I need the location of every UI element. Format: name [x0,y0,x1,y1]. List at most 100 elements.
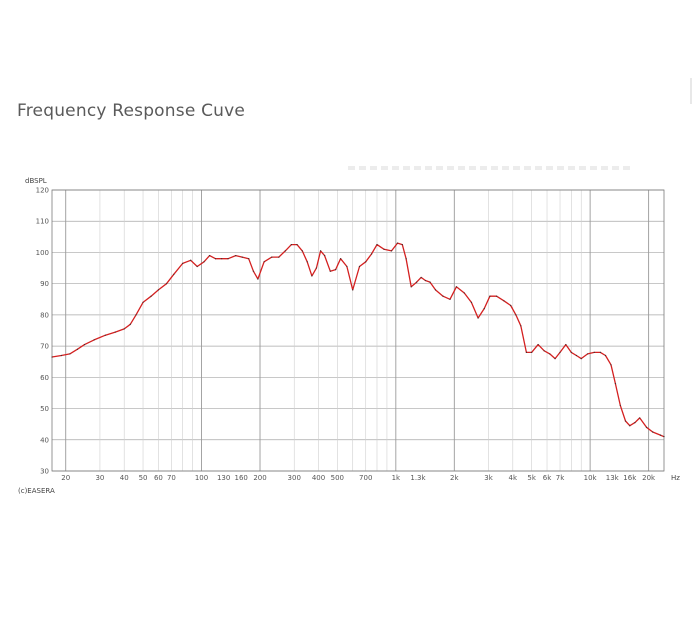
x-tick-label: 3k [484,474,493,482]
data-point [442,295,444,297]
x-tick-label: 4k [509,474,518,482]
data-point [575,354,578,357]
x-tick-label: 130 [217,474,230,482]
data-point [390,250,393,252]
data-point [489,295,491,297]
data-point [586,353,589,355]
data-point [190,259,192,261]
data-point [663,436,665,438]
data-point [537,343,539,346]
grid-layer [52,189,664,472]
data-point [93,339,95,341]
data-point [614,382,617,385]
x-tick-label: 70 [167,474,176,482]
data-point [290,244,292,246]
data-point [203,261,205,263]
data-point [311,275,313,277]
chart-heading: Frequency Response Cuve [17,101,246,121]
x-tick-label: 20k [642,474,656,482]
data-point [515,314,517,316]
data-point [629,425,631,427]
data-point [405,258,407,260]
data-point [196,265,198,268]
x-tick-label: 100 [195,474,208,482]
data-point [319,250,322,252]
data-point [470,301,473,303]
data-point [424,279,427,282]
data-point [434,289,437,291]
data-point [525,351,528,353]
data-point [182,262,184,264]
x-tick-label: 6k [543,474,552,482]
x-tick-label: 13k [606,474,620,482]
x-tick-label: 16k [623,474,637,482]
data-point [549,353,551,355]
data-point [639,417,641,419]
data-point [301,250,303,252]
data-point [278,256,280,258]
data-point [429,281,431,283]
y-tick-label: 40 [40,436,49,444]
data-point [531,351,533,353]
data-point [401,244,403,246]
data-point [477,317,479,319]
data-point [129,323,131,325]
x-tick-label: 300 [288,474,301,482]
data-point [503,300,505,302]
faint-header-text [348,166,633,170]
x-tick-label: 700 [359,474,372,482]
data-point [329,270,331,272]
data-point [365,261,367,263]
data-point [565,343,567,346]
x-tick-label: 200 [253,474,266,482]
x-tick-label: 1.3k [410,474,426,482]
data-point [580,358,582,360]
data-point [510,304,512,307]
x-tick-label: 10k [584,474,598,482]
x-tick-label: 20 [61,474,70,482]
data-point [150,295,152,297]
x-tick-label: 160 [234,474,247,482]
data-point [142,301,144,303]
data-point [83,343,86,346]
x-axis-unit-label: Hz [671,474,680,482]
y-tick-label: 90 [40,280,49,288]
data-point [370,253,373,255]
data-point [599,351,602,353]
y-tick-label: 110 [36,218,49,226]
data-point [554,358,556,360]
data-point [383,248,385,250]
x-tick-label: 1k [392,474,401,482]
data-point [315,267,317,269]
data-point [252,270,255,272]
data-point [495,295,498,297]
data-point [449,298,451,300]
data-point [619,404,621,407]
data-point [346,265,348,268]
data-point [227,258,229,260]
y-tick-label: 100 [36,249,49,257]
data-point [306,261,308,263]
data-point [135,314,137,316]
data-point [543,350,545,352]
plot-frame [51,189,665,472]
data-point [610,364,612,366]
data-point [263,261,265,263]
x-tick-label: 40 [120,474,129,482]
data-point [51,356,53,358]
data-point [570,351,572,353]
x-tick-label: 500 [331,474,344,482]
x-tick-label: 400 [312,474,325,482]
data-point [604,354,607,357]
data-point [652,431,654,433]
data-point [60,354,62,357]
data-point [208,254,211,257]
y-tick-label: 70 [40,343,49,351]
data-point [173,273,175,275]
data-point [235,254,237,257]
y-tick-label: 80 [40,311,49,319]
data-point [257,278,259,280]
data-point [593,351,595,353]
y-tick-label: 60 [40,374,49,382]
